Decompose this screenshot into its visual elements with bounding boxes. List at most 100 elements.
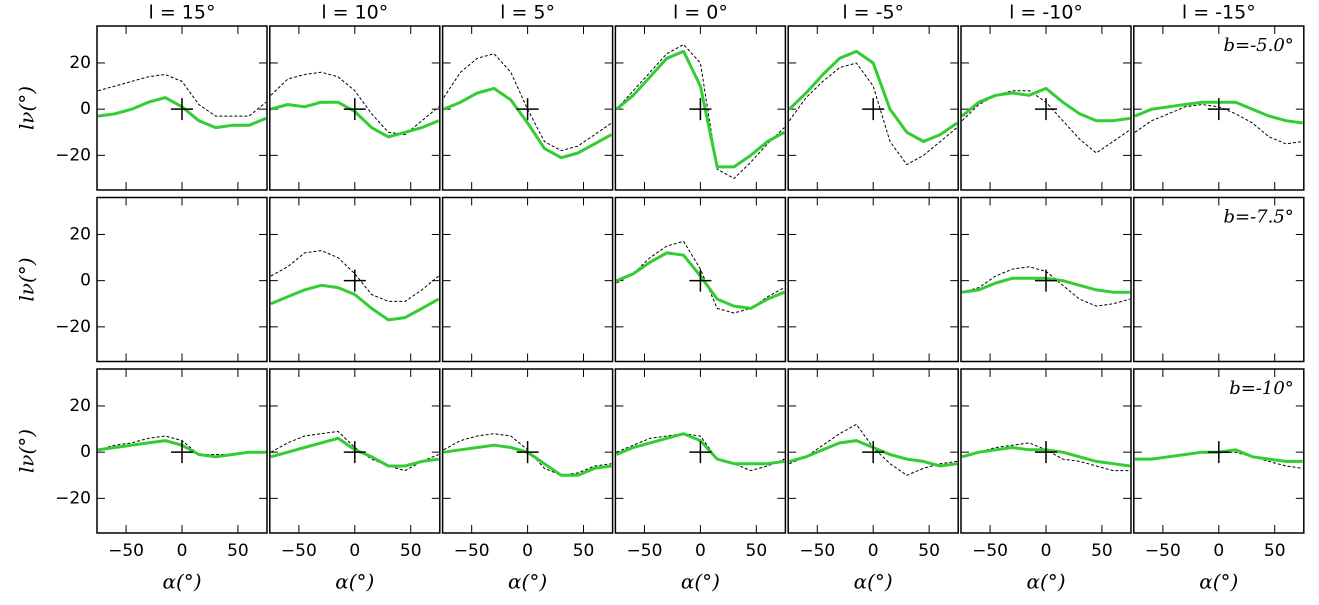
origin-cross [862, 441, 885, 464]
panel-frame [614, 196, 787, 363]
x-tick-label: −50 [454, 541, 490, 561]
panel-frame [441, 368, 614, 534]
x-axis-label: α(°) [1199, 570, 1238, 594]
data-line [615, 432, 785, 466]
x-tick-label: 50 [1091, 541, 1113, 561]
origin-cross [689, 98, 712, 121]
column-title: l = 5° [500, 2, 555, 24]
y-tick-label: −20 [55, 145, 91, 165]
panel-frame [96, 25, 268, 191]
origin-cross [343, 441, 366, 464]
x-tick-label: −50 [1145, 541, 1181, 561]
x-axis-label: α(°) [854, 570, 893, 594]
x-tick-label: −50 [281, 541, 317, 561]
column-title: l = -10° [1009, 2, 1083, 24]
origin-cross [1035, 441, 1057, 464]
panel-frame [960, 368, 1132, 534]
x-tick-label: 50 [400, 541, 422, 561]
origin-cross [516, 441, 539, 464]
panel-frame [441, 25, 614, 191]
data-line [270, 283, 440, 322]
y-tick-label: 0 [80, 271, 91, 291]
column-title: l = -15° [1182, 2, 1256, 24]
panel-frame [269, 368, 441, 534]
x-tick-label: 50 [918, 541, 940, 561]
model-line [788, 62, 958, 166]
data-line [788, 49, 958, 143]
panel-frame [787, 196, 959, 363]
origin-cross [1035, 98, 1057, 121]
y-axis-label: lν(°) [15, 257, 39, 301]
y-tick-label: 20 [69, 53, 91, 73]
y-tick-label: 0 [80, 99, 91, 119]
y-axis-label: lν(°) [15, 86, 39, 130]
model-line [97, 74, 267, 117]
panel-frame [960, 25, 1132, 191]
origin-cross [343, 269, 366, 292]
panel-frame [96, 196, 268, 363]
column-title: l = 0° [673, 2, 728, 24]
model-line [270, 250, 440, 302]
y-axis-label: lν(°) [15, 429, 39, 473]
y-tick-label: −20 [55, 488, 91, 508]
x-tick-label: 50 [227, 541, 249, 561]
panel-frame [1133, 368, 1305, 534]
x-axis-label: α(°) [681, 570, 720, 594]
panel-frame [269, 196, 441, 363]
x-axis-label: α(°) [162, 570, 201, 594]
panel-frame [614, 25, 787, 191]
origin-cross [689, 441, 712, 464]
panel-frame [269, 25, 441, 191]
y-tick-label: 0 [80, 442, 91, 462]
x-tick-label: −50 [972, 541, 1008, 561]
column-title: l = 10° [321, 2, 388, 24]
x-axis-label: α(°) [335, 570, 374, 594]
x-tick-label: 0 [349, 541, 360, 561]
column-title: l = 15° [149, 2, 216, 24]
panel-frame [960, 196, 1132, 363]
x-axis-label: α(°) [508, 570, 547, 594]
x-tick-label: 0 [177, 541, 188, 561]
panel-frame [787, 25, 959, 191]
x-tick-label: 50 [573, 541, 595, 561]
row-annotation: b=-7.5° [1223, 207, 1293, 228]
panel-frame [1133, 196, 1305, 363]
x-tick-label: 0 [522, 541, 533, 561]
y-tick-label: 20 [69, 224, 91, 244]
y-tick-label: −20 [55, 317, 91, 337]
panel-frame [1133, 25, 1305, 191]
y-tick-label: 20 [69, 396, 91, 416]
x-tick-label: 50 [746, 541, 768, 561]
origin-cross [1035, 269, 1057, 292]
data-line [961, 86, 1131, 123]
data-line [615, 49, 786, 169]
x-tick-label: −50 [627, 541, 663, 561]
panel-frame [614, 368, 787, 534]
column-title: l = -5° [842, 2, 904, 24]
x-tick-label: −50 [108, 541, 144, 561]
data-line [443, 86, 613, 160]
x-tick-label: 0 [1213, 541, 1224, 561]
origin-cross [343, 98, 366, 121]
model-line [616, 433, 785, 472]
model-line [270, 71, 440, 136]
panel-frame [96, 368, 268, 534]
origin-cross [1207, 98, 1230, 121]
x-tick-label: −50 [799, 541, 835, 561]
origin-cross [862, 98, 885, 121]
model-line [616, 44, 785, 179]
row-annotation: b=-10° [1229, 378, 1294, 399]
x-tick-label: 0 [1041, 541, 1052, 561]
x-tick-label: 0 [695, 541, 706, 561]
x-tick-label: 50 [1264, 541, 1286, 561]
origin-cross [1207, 441, 1230, 464]
panel-frame [441, 196, 614, 363]
model-line [1134, 451, 1303, 469]
x-tick-label: 0 [868, 541, 879, 561]
origin-cross [171, 98, 193, 121]
model-line [270, 430, 439, 472]
row-annotation: b=-5.0° [1223, 35, 1293, 56]
origin-cross [689, 269, 712, 292]
